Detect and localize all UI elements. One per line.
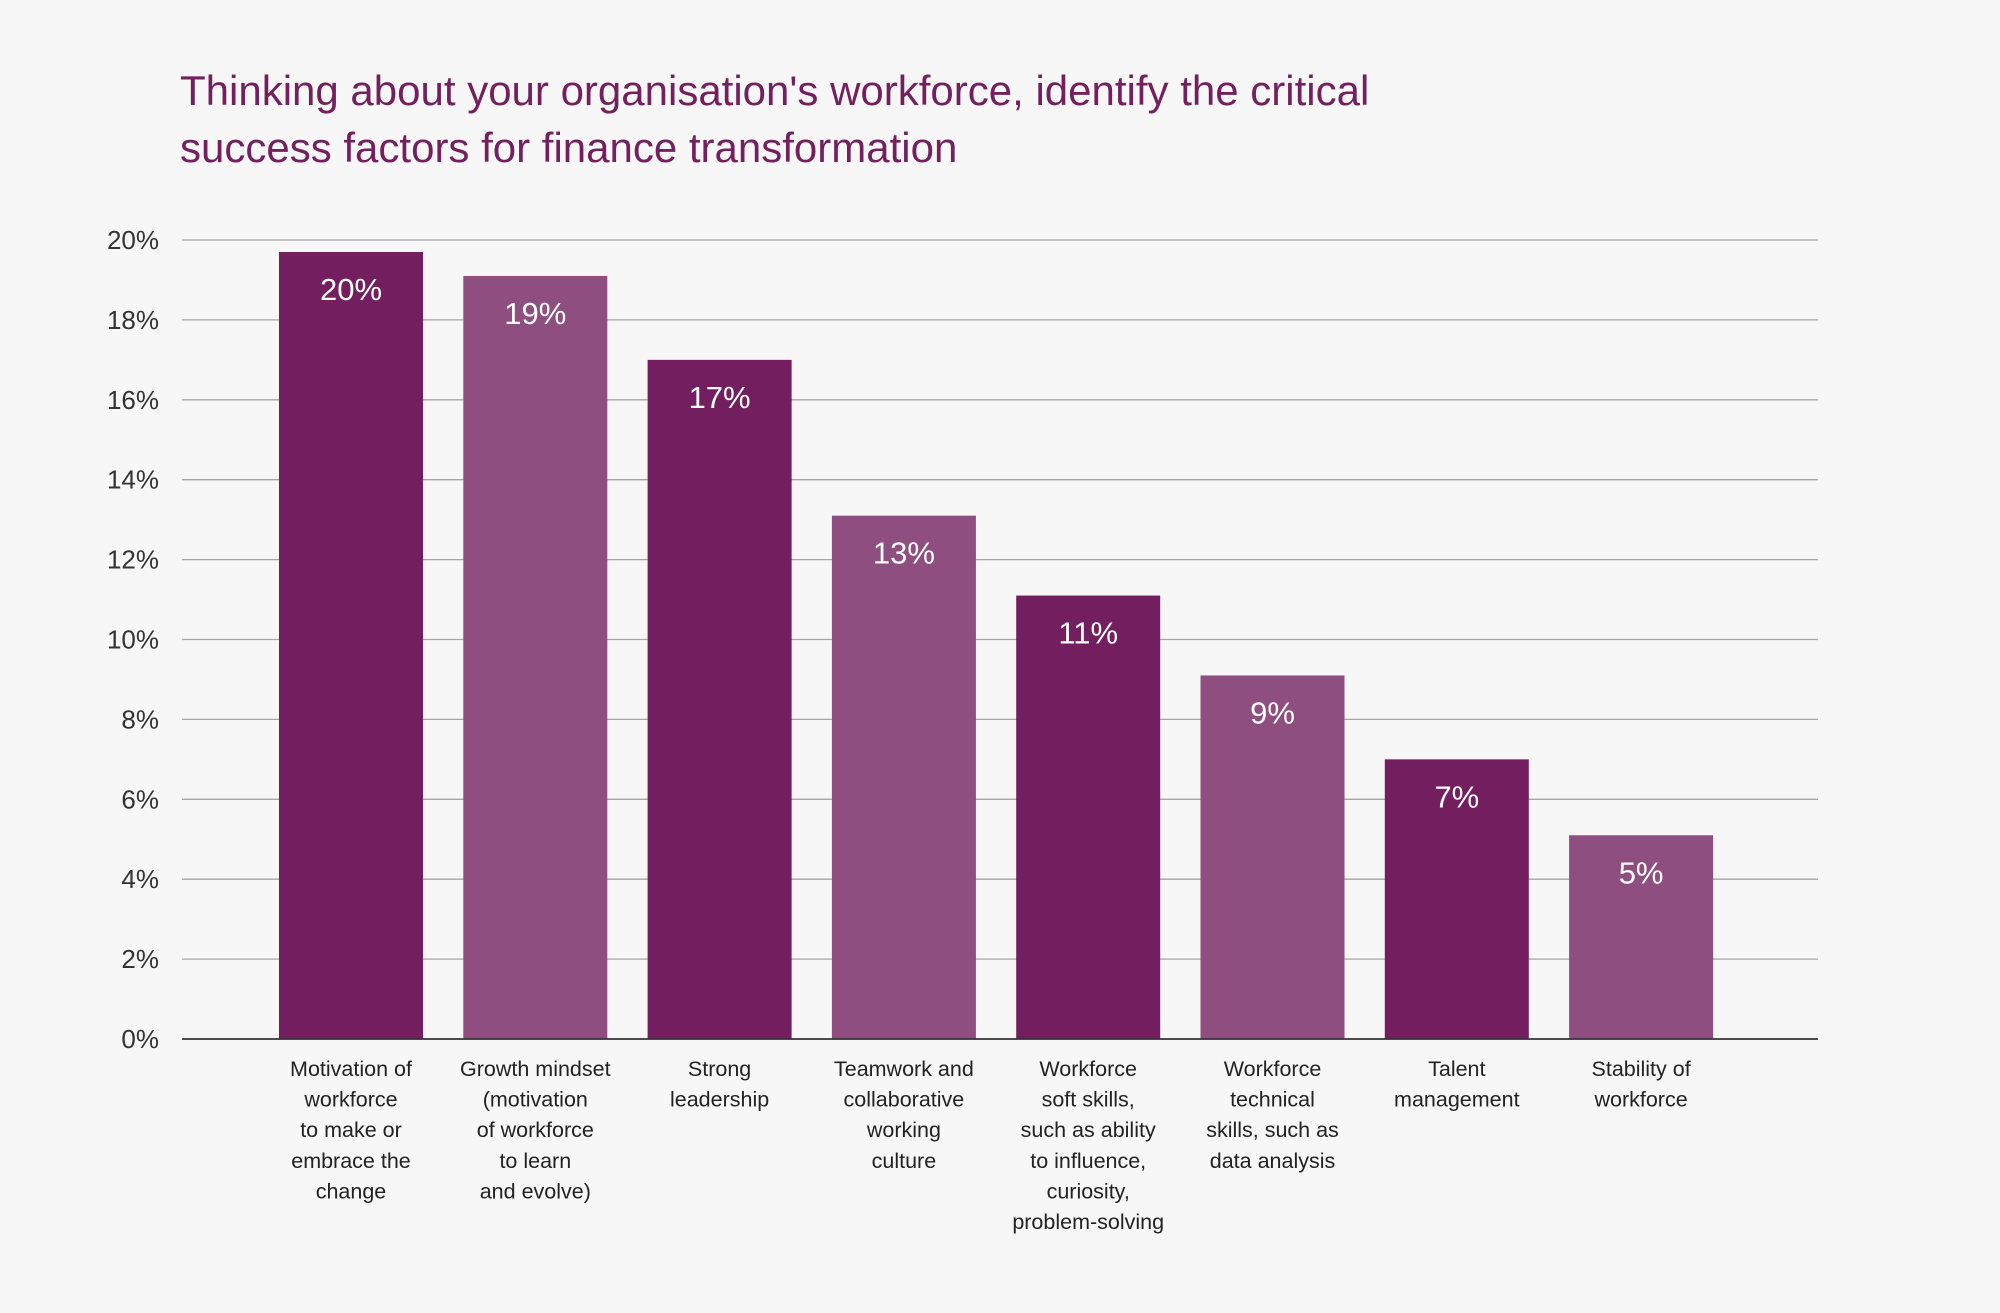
category-label-line: leadership [670, 1088, 769, 1112]
category-label-line: workforce [303, 1088, 397, 1112]
category-label-line: such as ability [1021, 1118, 1156, 1142]
data-label: 20% [320, 272, 382, 307]
data-label: 11% [1058, 616, 1118, 651]
category-label-line: change [316, 1179, 387, 1203]
category-label: Teamwork and collaborative working culture [834, 1057, 974, 1173]
y-tick-label: 20% [107, 225, 159, 255]
category-label-line: collaborative [844, 1088, 965, 1112]
category-label-line: management [1394, 1088, 1520, 1112]
category-label-line: (motivation [483, 1088, 588, 1112]
chart-title-line-2: success factors for finance transformati… [180, 124, 958, 171]
category-label: Growth mindset (motivation of workforce to … [460, 1057, 611, 1203]
category-label-line: skills, such as [1206, 1118, 1339, 1142]
y-tick-label: 6% [121, 784, 159, 814]
category-label-line: Motivation of [290, 1057, 412, 1081]
bar [647, 359, 792, 1040]
x-axis-category-labels: Motivation of workforce to make or embrace … [290, 1057, 1691, 1234]
category-label: Strong leadership [670, 1057, 769, 1112]
category-label-line: Stability of [1592, 1057, 1691, 1081]
data-labels: 20% 19% 17% 13% 11% 9% 7% 5% [320, 272, 1664, 890]
category-label: Motivation of workforce to make or embrace … [290, 1057, 412, 1203]
chart-title-line-1: Thinking about your organisation's workf… [180, 67, 1370, 114]
category-label-line: soft skills, [1042, 1088, 1135, 1112]
y-axis-tick-labels: 0% 2% 4% 6% 8% 10% 12% 14% 16% 18% 20% [107, 225, 159, 1054]
y-tick-label: 8% [121, 704, 159, 734]
category-label-line: to make or [300, 1118, 402, 1142]
category-label-line: culture [872, 1149, 937, 1173]
y-tick-label: 16% [107, 385, 159, 415]
data-label: 9% [1250, 695, 1295, 730]
category-label-line: problem-solving [1012, 1210, 1164, 1234]
category-label-line: Teamwork and [834, 1057, 974, 1081]
category-label-line: data analysis [1210, 1149, 1336, 1173]
category-label-line: of workforce [477, 1118, 594, 1142]
category-label-line: technical [1230, 1088, 1315, 1112]
bar [1200, 675, 1345, 1039]
bar [463, 275, 608, 1040]
category-label-line: Strong [688, 1057, 751, 1081]
category-label-line: working [866, 1118, 941, 1142]
category-label-line: Workforce [1039, 1057, 1137, 1081]
data-label: 13% [873, 536, 935, 571]
y-tick-label: 4% [121, 864, 159, 894]
category-label-line: and evolve) [480, 1179, 591, 1203]
y-tick-label: 12% [107, 545, 159, 575]
data-label: 7% [1434, 779, 1479, 814]
bars [279, 251, 1714, 1040]
data-label: 5% [1619, 855, 1664, 890]
data-label: 17% [689, 380, 751, 415]
data-label: 19% [504, 296, 566, 331]
bar [279, 251, 423, 1040]
bar [1384, 759, 1529, 1039]
category-label: Stability of workforce [1592, 1057, 1691, 1112]
bar [1569, 835, 1714, 1039]
bar [831, 515, 976, 1039]
category-label-line: to learn [499, 1149, 571, 1173]
category-label-line: Talent [1428, 1057, 1485, 1081]
category-label-line: curiosity, [1047, 1179, 1130, 1203]
category-label: Talent management [1394, 1057, 1520, 1112]
y-tick-label: 14% [107, 465, 159, 495]
category-label-line: workforce [1593, 1088, 1687, 1112]
category-label-line: to influence, [1030, 1149, 1146, 1173]
gridlines [182, 239, 1818, 960]
y-tick-label: 18% [107, 305, 159, 335]
category-label: Workforce technical skills, such as data an… [1206, 1057, 1339, 1173]
category-label: Workforce soft skills, such as ability to i… [1012, 1057, 1164, 1234]
bar [1016, 595, 1161, 1039]
chart-title: Thinking about your organisation's workf… [180, 62, 1480, 176]
y-tick-label: 10% [107, 625, 159, 655]
category-label-line: Workforce [1224, 1057, 1322, 1081]
y-tick-label: 2% [121, 944, 159, 974]
category-label-line: Growth mindset [460, 1057, 611, 1081]
category-label-line: embrace the [291, 1149, 411, 1173]
y-tick-label: 0% [121, 1024, 159, 1054]
